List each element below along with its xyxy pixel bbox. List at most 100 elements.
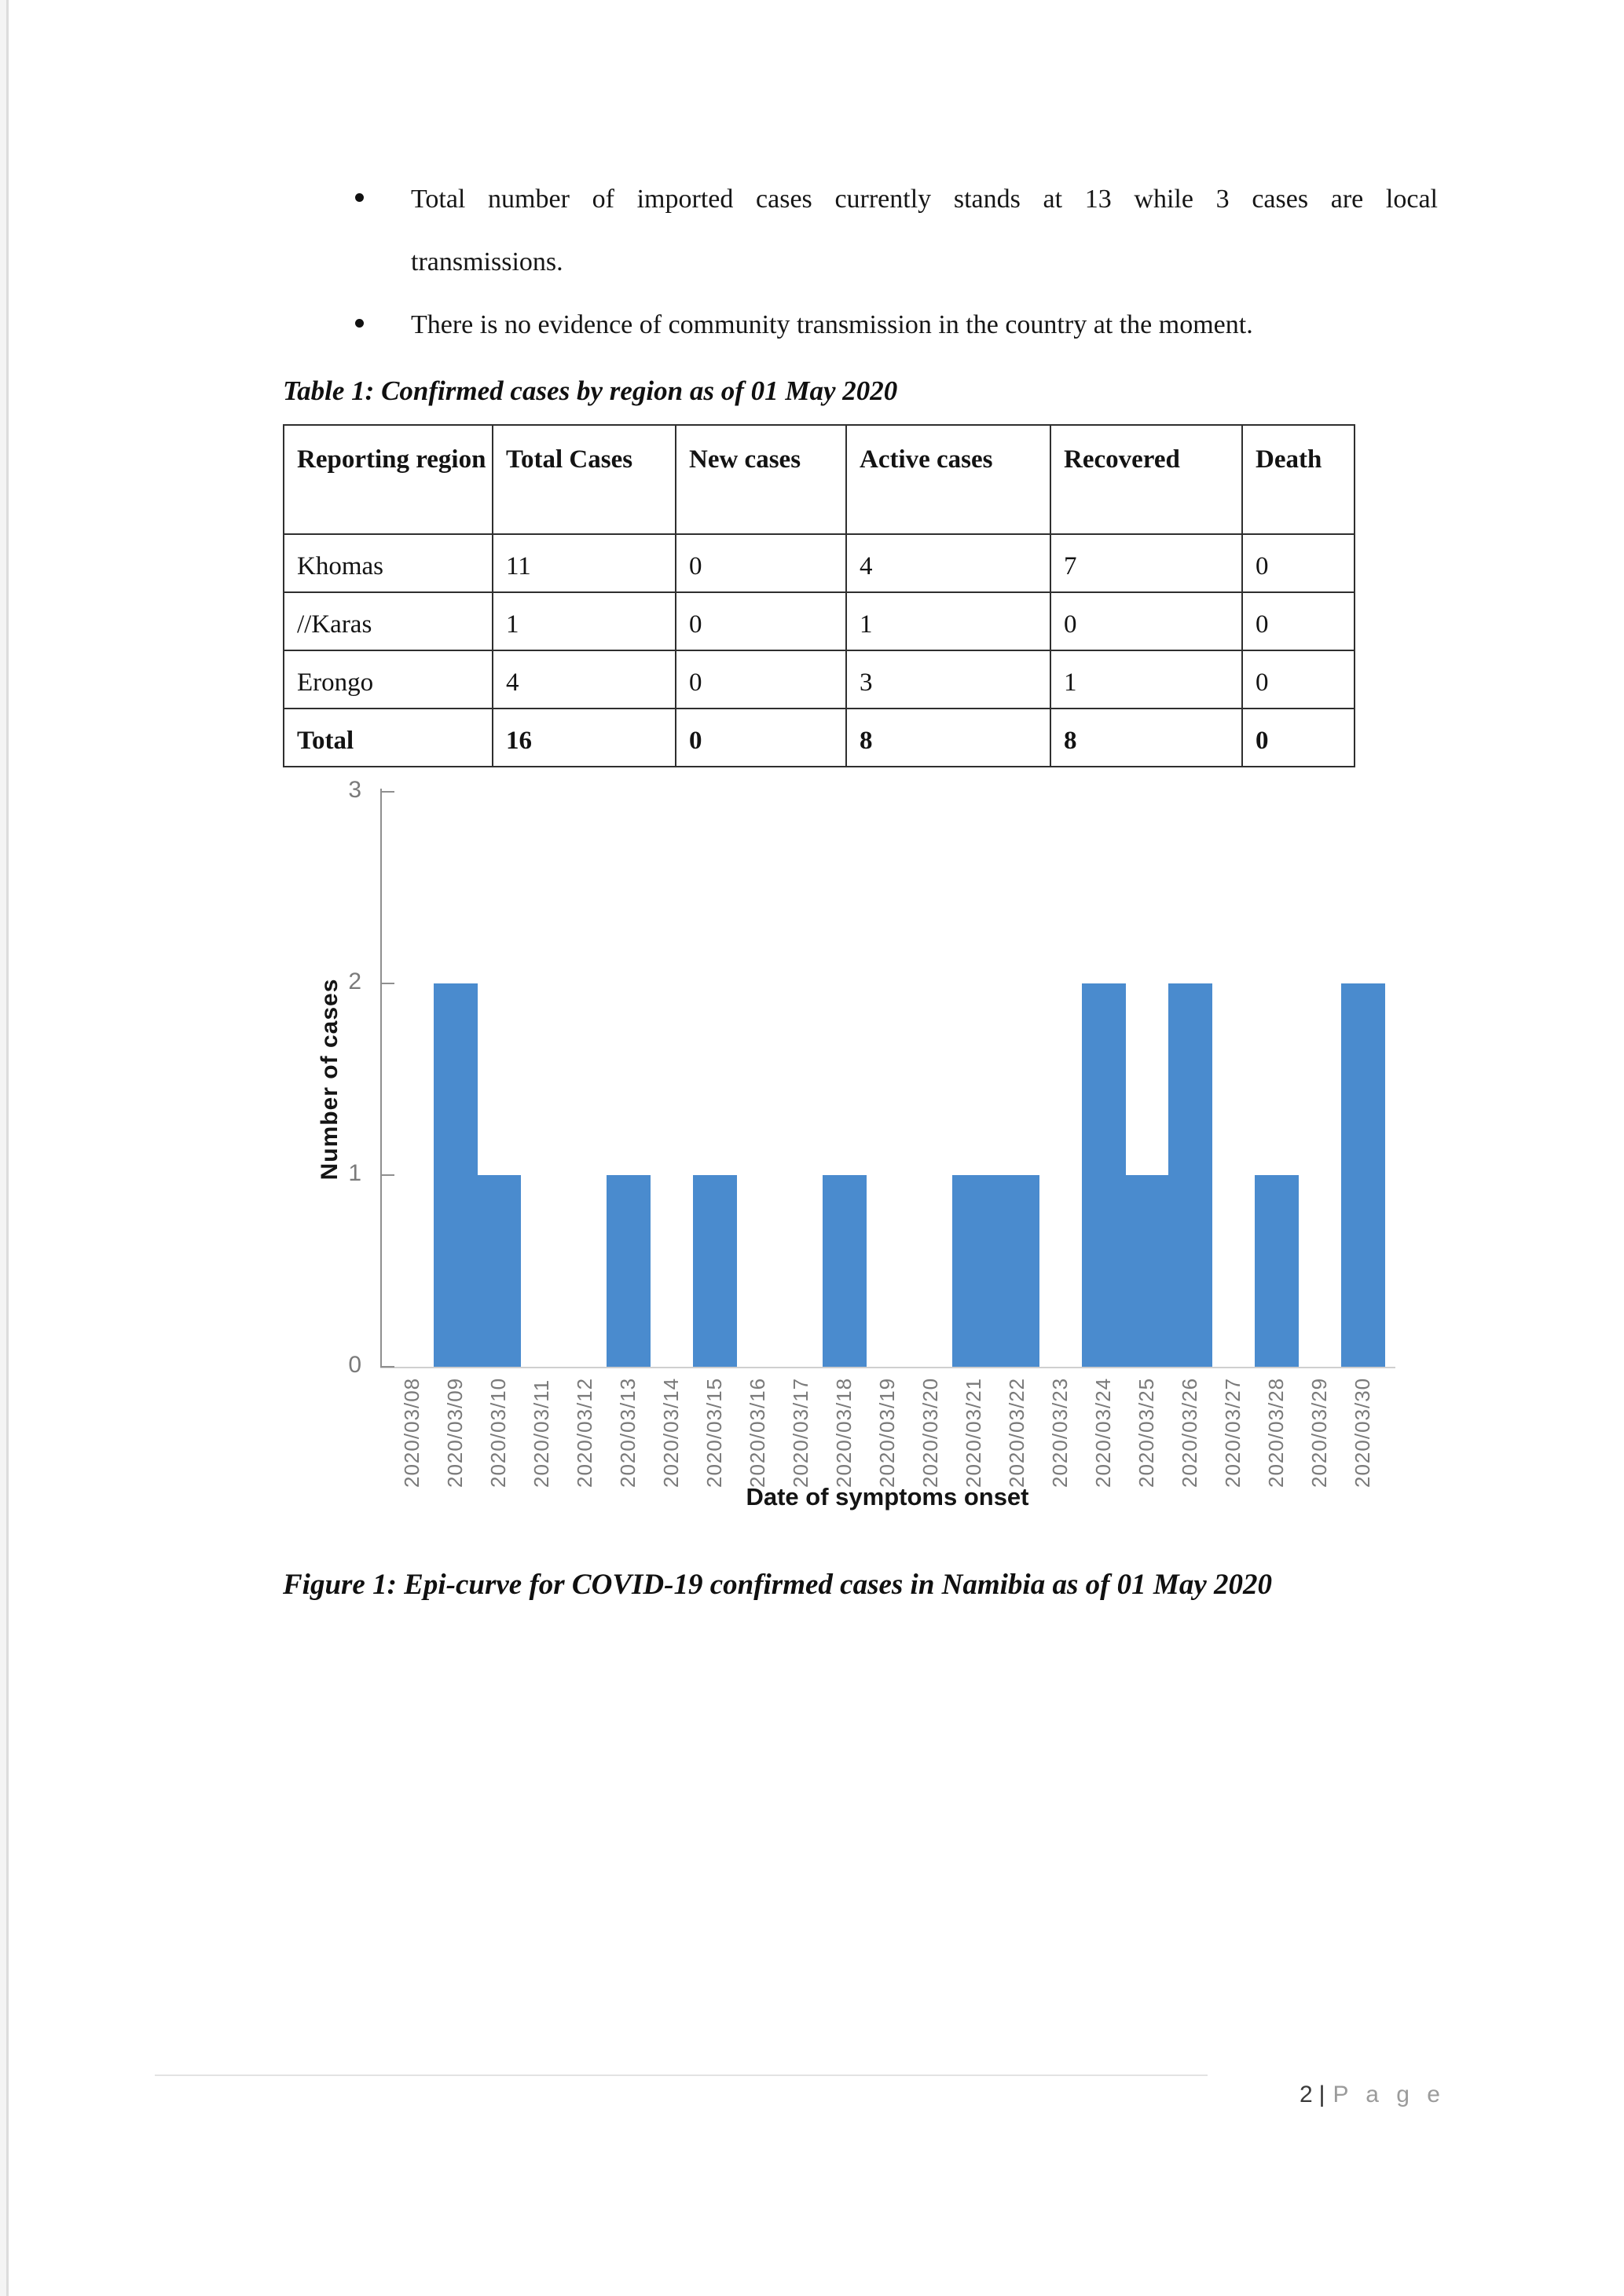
table-cell: Total — [283, 708, 493, 767]
bar — [693, 1175, 737, 1367]
bar — [1125, 1175, 1169, 1367]
x-axis-tick-label: 2020/03/29 — [1307, 1377, 1331, 1488]
table-header-cell: New cases — [675, 424, 847, 535]
scan-edge-strip — [0, 0, 6, 2296]
y-axis-tick-label: 0 — [348, 1352, 361, 1378]
x-axis-tick-label: 2020/03/17 — [788, 1377, 812, 1488]
bullet-icon — [355, 193, 364, 202]
table-cell: 4 — [492, 650, 676, 709]
x-axis-tick-label: 2020/03/20 — [918, 1377, 942, 1488]
x-axis-tick-label: 2020/03/28 — [1263, 1377, 1288, 1488]
footer-divider — [155, 2074, 1208, 2076]
table-cell: 1 — [845, 591, 1051, 651]
x-axis-tick-label: 2020/03/25 — [1134, 1377, 1158, 1488]
footer-page-number: 2 — [1299, 2082, 1313, 2107]
x-axis-tick-label: 2020/03/23 — [1047, 1377, 1072, 1488]
table-cell: 0 — [675, 650, 847, 709]
bar — [823, 1175, 867, 1367]
table-cell: 3 — [845, 650, 1051, 709]
scan-edge-line — [6, 0, 9, 2296]
x-axis-tick-label: 2020/03/24 — [1091, 1377, 1115, 1488]
table-header-cell: Reporting region — [283, 424, 493, 535]
table-cell: 8 — [845, 708, 1051, 767]
table-title: Table 1: Confirmed cases by region as of… — [283, 375, 898, 406]
x-axis-title: Date of symptoms onset — [746, 1483, 1029, 1511]
footer-separator: | — [1318, 2082, 1325, 2107]
table-cell: 0 — [1241, 591, 1355, 651]
table-cell: 0 — [1241, 650, 1355, 709]
bullet-icon — [355, 319, 364, 328]
table-cell: 4 — [845, 533, 1051, 593]
table-cell: 0 — [675, 591, 847, 651]
x-axis-tick-label: 2020/03/12 — [572, 1377, 596, 1488]
y-axis-line — [380, 789, 382, 1368]
bullet-item: Total number of imported cases currently… — [355, 182, 1438, 217]
table-cell: 11 — [492, 533, 676, 593]
bullet-text-line: Total number of imported cases currently… — [411, 185, 1438, 214]
table-row: Erongo 4 0 3 1 0 — [283, 650, 1355, 709]
x-axis-tick-label: 2020/03/26 — [1177, 1377, 1201, 1488]
y-axis-tick-label: 2 — [348, 969, 361, 994]
table-header-cell: Total Cases — [492, 424, 676, 535]
table-row: //Karas 1 0 1 0 0 — [283, 591, 1355, 651]
x-axis-tick-label: 2020/03/15 — [702, 1377, 726, 1488]
bar — [607, 1175, 651, 1367]
table-cell: 0 — [1050, 591, 1243, 651]
y-axis-tick-label: 3 — [348, 777, 361, 803]
y-axis-tick — [380, 983, 394, 984]
x-axis-tick-label: 2020/03/14 — [658, 1377, 683, 1488]
bar — [952, 1175, 996, 1367]
table-cell: 16 — [492, 708, 676, 767]
table-cell: 7 — [1050, 533, 1243, 593]
bar — [434, 983, 478, 1367]
y-axis-title: Number of cases — [317, 978, 343, 1181]
x-axis-tick-label: 2020/03/19 — [874, 1377, 899, 1488]
figure-caption: Figure 1: Epi-curve for COVID-19 confirm… — [283, 1569, 1272, 1601]
x-axis-tick-label: 2020/03/08 — [399, 1377, 423, 1488]
x-axis-tick-label: 2020/03/11 — [529, 1379, 553, 1488]
table-cell: 0 — [1241, 708, 1355, 767]
x-axis-tick-label: 2020/03/16 — [745, 1377, 769, 1488]
table-cell: Erongo — [283, 650, 493, 709]
bar — [1082, 983, 1126, 1367]
table-cell: 0 — [1241, 533, 1355, 593]
confirmed-cases-table: Reporting region Total Cases New cases Acti… — [283, 424, 1355, 767]
x-axis-tick-label: 2020/03/09 — [442, 1377, 467, 1488]
table-total-row: Total 16 0 8 8 0 — [283, 708, 1355, 767]
y-axis-tick — [380, 791, 394, 793]
table-header-cell: Recovered — [1050, 424, 1243, 535]
bullet-text-line: transmissions. — [411, 247, 563, 276]
bullet-text-line: There is no evidence of community transm… — [411, 310, 1253, 339]
x-axis-tick-label: 2020/03/18 — [831, 1377, 856, 1488]
bullet-item-continuation: transmissions. — [355, 245, 1438, 280]
footer-page-label: P a g e — [1333, 2082, 1446, 2107]
bar — [995, 1175, 1039, 1367]
x-axis-tick-label: 2020/03/22 — [1004, 1377, 1028, 1488]
bar — [1341, 983, 1385, 1367]
x-axis-tick-label: 2020/03/27 — [1220, 1377, 1245, 1488]
bar — [1168, 983, 1212, 1367]
table-cell: Khomas — [283, 533, 493, 593]
table-row: Khomas 11 0 4 7 0 — [283, 533, 1355, 593]
y-axis-tick — [380, 1366, 394, 1368]
table-header-cell: Death — [1241, 424, 1355, 535]
bullet-item: There is no evidence of community transm… — [355, 308, 1438, 342]
table-header-cell: Active cases — [845, 424, 1051, 535]
table-cell: 8 — [1050, 708, 1243, 767]
page-footer: 2 | P a g e — [1257, 2082, 1446, 2108]
x-axis-tick-label: 2020/03/13 — [615, 1377, 640, 1488]
table-cell: 0 — [675, 533, 847, 593]
table-cell: //Karas — [283, 591, 493, 651]
y-axis-tick — [380, 1174, 394, 1176]
x-axis-tick-label: 2020/03/21 — [961, 1377, 985, 1488]
bar — [1255, 1175, 1299, 1367]
x-axis-line — [380, 1367, 1395, 1368]
bar — [477, 1175, 521, 1367]
table-cell: 0 — [675, 708, 847, 767]
y-axis-tick-label: 1 — [348, 1160, 361, 1186]
table-cell: 1 — [492, 591, 676, 651]
x-axis-tick-label: 2020/03/30 — [1350, 1377, 1374, 1488]
table-cell: 1 — [1050, 650, 1243, 709]
x-axis-tick-label: 2020/03/10 — [486, 1377, 510, 1488]
